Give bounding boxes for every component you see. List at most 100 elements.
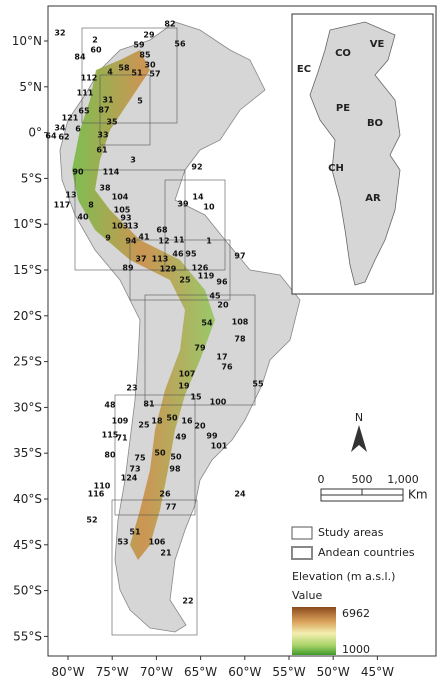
study-area-label: 32 xyxy=(54,29,65,38)
study-area-label: 95 xyxy=(185,250,197,259)
study-area-label: 60 xyxy=(90,46,102,55)
study-area-label: 89 xyxy=(122,264,134,273)
study-area-label: 68 xyxy=(156,226,168,235)
study-area-label: 84 xyxy=(74,53,86,62)
study-area-label: 15 xyxy=(190,393,202,402)
study-area-label: 40 xyxy=(77,213,89,222)
country-label: BO xyxy=(367,118,383,129)
study-area-label: 16 xyxy=(181,417,193,426)
study-area-label: 38 xyxy=(99,184,111,193)
study-area-label: 56 xyxy=(174,40,186,49)
country-label: VE xyxy=(370,39,385,50)
y-axis-label: 25°S xyxy=(13,355,42,369)
study-area-label: 33 xyxy=(97,131,108,140)
study-area-label: 37 xyxy=(135,255,146,264)
study-area-label: 107 xyxy=(179,370,196,379)
study-area-label: 46 xyxy=(172,250,184,259)
legend-max: 6962 xyxy=(342,607,370,620)
x-axis-label: 50°W xyxy=(317,665,350,679)
study-area-box xyxy=(99,74,151,146)
study-area-label: 8 xyxy=(88,201,94,210)
study-area-box xyxy=(129,239,231,301)
country-label: CH xyxy=(328,163,344,174)
y-axis-label: 20°S xyxy=(13,309,42,323)
study-area-label: 29 xyxy=(143,31,155,40)
study-area-label: 87 xyxy=(98,106,109,115)
study-area-label: 100 xyxy=(210,398,227,407)
study-area-label: 2 xyxy=(92,36,98,45)
study-area-label: 35 xyxy=(106,118,118,127)
study-area-label: 71 xyxy=(116,434,128,443)
study-area-label: 104 xyxy=(112,193,129,202)
x-axis-label: 75°W xyxy=(96,665,129,679)
study-area-label: 41 xyxy=(138,233,150,242)
study-area-label: 57 xyxy=(149,70,160,79)
study-area-label: 121 xyxy=(62,114,79,123)
scale-label: 1,000 xyxy=(387,473,419,486)
x-axis-label: 70°W xyxy=(140,665,173,679)
study-area-label: 50 xyxy=(170,453,182,462)
study-area-label: 14 xyxy=(192,193,204,202)
study-area-label: 4 xyxy=(107,68,113,77)
study-area-box xyxy=(144,294,256,406)
study-area-label: 6 xyxy=(75,125,81,134)
study-area-label: 78 xyxy=(234,335,246,344)
study-area-label: 13 xyxy=(65,191,76,200)
study-area-label: 126 xyxy=(192,264,209,273)
study-area-label: 62 xyxy=(58,133,69,142)
legend-title: Value xyxy=(292,589,322,602)
andes xyxy=(72,50,215,560)
study-area-label: 101 xyxy=(211,442,228,451)
study-area-label: 116 xyxy=(88,490,105,499)
study-area-label: 124 xyxy=(121,474,138,483)
study-area-label: 31 xyxy=(102,96,114,105)
study-area-label: 129 xyxy=(160,265,177,274)
x-axis-label: 55°W xyxy=(272,665,305,679)
country-label: PE xyxy=(336,103,350,114)
study-area-label: 114 xyxy=(103,168,120,177)
inset-land xyxy=(309,21,401,286)
study-area-label: 54 xyxy=(201,319,213,328)
country-label: CO xyxy=(335,48,351,59)
study-area-label: 61 xyxy=(96,146,108,155)
legend-min: 1000 xyxy=(342,643,370,656)
study-area-label: 113 xyxy=(152,255,169,264)
study-area-label: 50 xyxy=(166,414,178,423)
study-area-label: 18 xyxy=(151,417,163,426)
study-area-label: 48 xyxy=(104,401,116,410)
study-area-label: 59 xyxy=(133,41,145,50)
scale-label: 0 xyxy=(318,473,325,486)
legend-label: Study areas xyxy=(318,526,384,539)
study-area-label: 11 xyxy=(173,236,185,245)
study-area-label: 77 xyxy=(165,503,176,512)
study-area-label: 5 xyxy=(137,97,143,106)
study-area-label: 98 xyxy=(169,465,181,474)
study-area-label: 20 xyxy=(217,301,229,310)
x-axis-label: 80°W xyxy=(51,665,84,679)
x-axis-label: 65°W xyxy=(184,665,217,679)
study-area-box xyxy=(111,499,198,636)
north-arrow xyxy=(351,425,367,452)
study-area-label: 105 xyxy=(114,206,131,215)
study-area-box xyxy=(81,27,178,124)
study-area-label: 12 xyxy=(158,237,169,246)
study-area-label: 103 xyxy=(112,222,129,231)
y-axis-label: 55°S xyxy=(13,629,42,643)
study-area-label: 53 xyxy=(117,538,128,547)
study-area-label: 81 xyxy=(143,400,155,409)
study-area-box xyxy=(114,394,196,516)
study-area-label: 50 xyxy=(154,449,166,458)
north-label: N xyxy=(355,411,363,424)
study-area-label: 1 xyxy=(206,237,212,246)
y-axis-label: 40°S xyxy=(13,492,42,506)
study-area-label: 93 xyxy=(120,214,131,223)
y-axis-label: 5°N xyxy=(19,80,42,94)
study-area-label: 13 xyxy=(127,222,138,231)
study-area-label: 92 xyxy=(191,163,202,172)
legend-swatch xyxy=(291,526,313,540)
x-axis-label: 60°W xyxy=(228,665,261,679)
study-area-label: 30 xyxy=(144,61,156,70)
study-area-label: 73 xyxy=(129,465,140,474)
study-area-label: 25 xyxy=(138,421,150,430)
country-label: EC xyxy=(297,64,311,75)
